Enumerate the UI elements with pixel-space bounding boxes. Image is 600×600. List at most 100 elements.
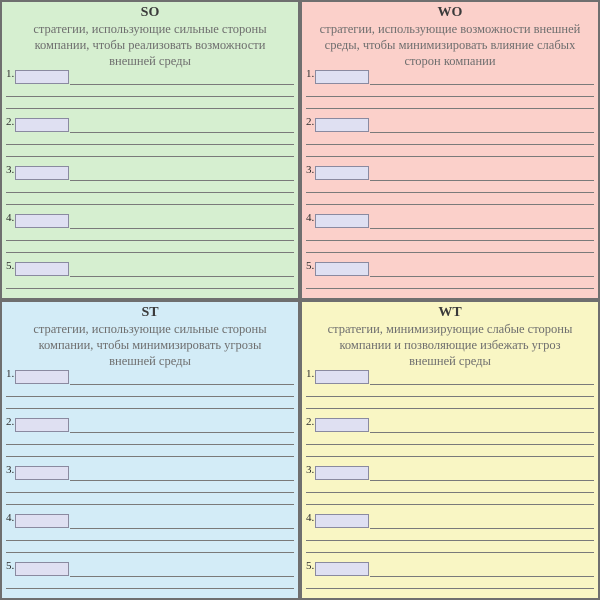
item-number: 2. bbox=[6, 416, 15, 428]
item-input-field[interactable] bbox=[315, 262, 369, 276]
list-item: 4. bbox=[2, 510, 298, 558]
answer-line bbox=[370, 84, 594, 85]
answer-line bbox=[306, 540, 594, 541]
answer-line bbox=[6, 288, 294, 289]
answer-line bbox=[306, 252, 594, 253]
item-input-field[interactable] bbox=[315, 418, 369, 432]
answer-line bbox=[6, 96, 294, 97]
quadrant-description: стратегии, минимизирующие слабые стороны… bbox=[327, 322, 573, 368]
item-input-field[interactable] bbox=[315, 466, 369, 480]
answer-line bbox=[6, 240, 294, 241]
answer-line bbox=[306, 396, 594, 397]
answer-line bbox=[6, 504, 294, 505]
answer-line bbox=[70, 576, 294, 577]
quadrant-description: стратегии, использующие сильные стороны … bbox=[33, 322, 267, 368]
answer-line bbox=[6, 444, 294, 445]
answer-line bbox=[306, 552, 594, 553]
answer-line bbox=[306, 408, 594, 409]
item-input-field[interactable] bbox=[15, 118, 69, 132]
list-item: 3. bbox=[302, 162, 598, 210]
quadrant-description: стратегии, использующие сильные стороны … bbox=[33, 22, 267, 68]
answer-line bbox=[6, 540, 294, 541]
answer-line bbox=[6, 144, 294, 145]
answer-line bbox=[6, 456, 294, 457]
list-item: 2. bbox=[2, 114, 298, 162]
answer-line bbox=[306, 108, 594, 109]
quadrant-title: WT bbox=[438, 305, 462, 320]
list-item: 4. bbox=[302, 510, 598, 558]
answer-line bbox=[6, 408, 294, 409]
list-item: 4. bbox=[2, 210, 298, 258]
answer-line bbox=[70, 276, 294, 277]
item-input-field[interactable] bbox=[15, 514, 69, 528]
answer-line bbox=[370, 132, 594, 133]
answer-line bbox=[306, 444, 594, 445]
item-list: 1. 2. 3. 4. bbox=[302, 66, 598, 298]
item-number: 4. bbox=[6, 212, 15, 224]
answer-line bbox=[370, 180, 594, 181]
quadrant-title: SO bbox=[140, 5, 160, 20]
answer-line bbox=[70, 228, 294, 229]
item-input-field[interactable] bbox=[15, 214, 69, 228]
answer-line bbox=[370, 276, 594, 277]
item-input-field[interactable] bbox=[315, 214, 369, 228]
quadrant-title: ST bbox=[141, 305, 159, 320]
item-input-field[interactable] bbox=[315, 562, 369, 576]
answer-line bbox=[6, 396, 294, 397]
answer-line bbox=[6, 252, 294, 253]
item-input-field[interactable] bbox=[15, 418, 69, 432]
item-input-field[interactable] bbox=[15, 370, 69, 384]
item-list: 1. 2. 3. 4. bbox=[302, 366, 598, 598]
list-item: 1. bbox=[302, 366, 598, 414]
item-input-field[interactable] bbox=[15, 70, 69, 84]
answer-line bbox=[370, 384, 594, 385]
item-input-field[interactable] bbox=[315, 514, 369, 528]
item-number: 3. bbox=[6, 464, 15, 476]
item-input-field[interactable] bbox=[15, 562, 69, 576]
answer-line bbox=[70, 480, 294, 481]
answer-line bbox=[306, 288, 594, 289]
answer-line bbox=[70, 432, 294, 433]
list-item: 1. bbox=[2, 366, 298, 414]
item-input-field[interactable] bbox=[15, 166, 69, 180]
answer-line bbox=[70, 528, 294, 529]
list-item: 5. bbox=[302, 558, 598, 598]
answer-line bbox=[6, 192, 294, 193]
item-number: 5. bbox=[6, 560, 15, 572]
list-item: 2. bbox=[2, 414, 298, 462]
answer-line bbox=[370, 228, 594, 229]
item-input-field[interactable] bbox=[315, 70, 369, 84]
item-number: 4. bbox=[306, 512, 315, 524]
answer-line bbox=[306, 492, 594, 493]
item-number: 2. bbox=[6, 116, 15, 128]
answer-line bbox=[306, 504, 594, 505]
item-input-field[interactable] bbox=[15, 466, 69, 480]
item-number: 3. bbox=[306, 164, 315, 176]
item-number: 3. bbox=[306, 464, 315, 476]
item-number: 5. bbox=[306, 260, 315, 272]
item-number: 1. bbox=[306, 68, 315, 80]
answer-line bbox=[306, 456, 594, 457]
item-number: 2. bbox=[306, 416, 315, 428]
quadrant-wt: WT стратегии, минимизирующие слабые стор… bbox=[300, 300, 600, 600]
list-item: 3. bbox=[2, 162, 298, 210]
item-input-field[interactable] bbox=[315, 118, 369, 132]
item-input-field[interactable] bbox=[315, 370, 369, 384]
item-number: 1. bbox=[6, 68, 15, 80]
item-input-field[interactable] bbox=[315, 166, 369, 180]
answer-line bbox=[306, 204, 594, 205]
item-list: 1. 2. 3. 4. bbox=[2, 366, 298, 598]
item-input-field[interactable] bbox=[15, 262, 69, 276]
list-item: 5. bbox=[2, 558, 298, 598]
list-item: 5. bbox=[2, 258, 298, 298]
item-number: 2. bbox=[306, 116, 315, 128]
item-number: 5. bbox=[306, 560, 315, 572]
answer-line bbox=[70, 180, 294, 181]
answer-line bbox=[306, 240, 594, 241]
answer-line bbox=[306, 192, 594, 193]
answer-line bbox=[6, 552, 294, 553]
quadrant-wo: WO стратегии, использующие возможности в… bbox=[300, 0, 600, 300]
answer-line bbox=[370, 432, 594, 433]
answer-line bbox=[306, 156, 594, 157]
